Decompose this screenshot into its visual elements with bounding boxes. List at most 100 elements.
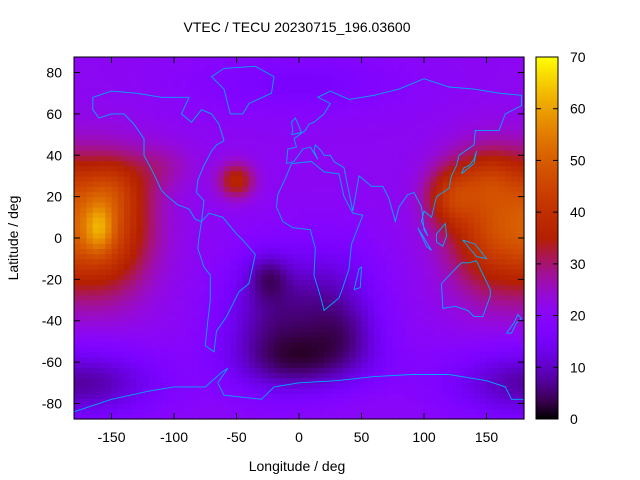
heatmap-cell: [111, 144, 119, 151]
heatmap-cell: [167, 144, 175, 151]
heatmap-cell: [305, 150, 313, 156]
heatmap-cell: [111, 160, 119, 167]
heatmap-cell: [230, 62, 238, 68]
heatmap-cell: [74, 274, 81, 280]
heatmap-cell: [517, 393, 525, 399]
heatmap-cell: [511, 119, 519, 125]
heatmap-cell: [124, 124, 131, 130]
heatmap-cell: [261, 108, 269, 115]
heatmap-cell: [499, 201, 506, 208]
heatmap-cell: [417, 336, 425, 343]
heatmap-cell: [355, 341, 363, 348]
heatmap-cell: [480, 191, 488, 198]
heatmap-cell: [236, 341, 244, 348]
heatmap-cell: [124, 88, 131, 94]
heatmap-cell: [474, 82, 481, 89]
heatmap-cell: [411, 181, 419, 187]
heatmap-cell: [292, 82, 300, 89]
heatmap-cell: [480, 294, 488, 301]
heatmap-cell: [111, 356, 119, 363]
heatmap-cell: [424, 88, 431, 94]
heatmap-cell: [449, 248, 456, 255]
heatmap-cell: [367, 300, 375, 306]
heatmap-cell: [136, 294, 144, 301]
heatmap-cell: [86, 170, 94, 177]
heatmap-cell: [486, 222, 494, 229]
heatmap-cell: [136, 88, 144, 94]
heatmap-cell: [505, 98, 513, 105]
heatmap-cell: [267, 346, 275, 353]
heatmap-cell: [224, 377, 231, 384]
heatmap-cell: [380, 181, 388, 187]
heatmap-cell: [342, 206, 350, 213]
heatmap-cell: [299, 413, 306, 420]
heatmap-cell: [80, 93, 88, 99]
heatmap-cell: [461, 113, 469, 120]
heatmap-cell: [86, 144, 94, 151]
heatmap-cell: [205, 320, 213, 327]
heatmap-cell: [355, 372, 363, 379]
heatmap-cell: [236, 274, 244, 280]
heatmap-cell: [386, 408, 394, 415]
heatmap-cell: [330, 201, 338, 208]
heatmap-cell: [274, 201, 281, 208]
heatmap-cell: [249, 212, 256, 218]
heatmap-cell: [492, 93, 500, 99]
heatmap-cell: [186, 243, 194, 249]
heatmap-cell: [305, 398, 313, 405]
heatmap-cell: [74, 279, 81, 286]
heatmap-cell: [467, 113, 475, 120]
heatmap-cell: [430, 284, 438, 291]
heatmap-cell: [474, 72, 481, 79]
heatmap-cell: [242, 346, 250, 353]
heatmap-cell: [267, 175, 275, 182]
heatmap-cell: [161, 413, 169, 420]
heatmap-cell: [205, 372, 213, 379]
heatmap-cell: [186, 134, 194, 141]
heatmap-cell: [336, 398, 344, 405]
heatmap-cell: [474, 222, 481, 229]
heatmap-cell: [224, 72, 231, 79]
heatmap-cell: [505, 408, 513, 415]
heatmap-cell: [442, 98, 450, 105]
heatmap-cell: [117, 150, 125, 156]
heatmap-cell: [324, 284, 331, 291]
heatmap-cell: [411, 382, 419, 389]
heatmap-cell: [186, 196, 194, 203]
heatmap-cell: [274, 238, 281, 244]
heatmap-cell: [330, 356, 338, 363]
heatmap-cell: [167, 269, 175, 275]
heatmap-cell: [355, 367, 363, 374]
heatmap-cell: [180, 408, 188, 415]
heatmap-cell: [180, 119, 188, 125]
heatmap-cell: [467, 181, 475, 187]
heatmap-cell: [467, 98, 475, 105]
heatmap-cell: [430, 356, 438, 363]
heatmap-cell: [330, 393, 338, 399]
heatmap-cell: [80, 129, 88, 136]
heatmap-cell: [86, 150, 94, 156]
heatmap-cell: [274, 150, 281, 156]
heatmap-cell: [486, 119, 494, 125]
heatmap-cell: [474, 398, 481, 405]
heatmap-cell: [230, 196, 238, 203]
heatmap-cell: [349, 196, 356, 203]
heatmap-cell: [499, 212, 506, 218]
heatmap-cell: [505, 139, 513, 146]
heatmap-cell: [399, 300, 406, 306]
heatmap-cell: [192, 393, 200, 399]
heatmap-cell: [161, 160, 169, 167]
heatmap-cell: [417, 119, 425, 125]
heatmap-cell: [461, 356, 469, 363]
heatmap-cell: [305, 124, 313, 130]
heatmap-cell: [274, 367, 281, 374]
heatmap-cell: [505, 129, 513, 136]
heatmap-cell: [499, 88, 506, 94]
heatmap-cell: [467, 155, 475, 162]
heatmap-cell: [355, 139, 363, 146]
heatmap-cell: [99, 258, 106, 265]
heatmap-cell: [205, 300, 213, 306]
heatmap-cell: [186, 331, 194, 337]
heatmap-cell: [86, 67, 94, 74]
heatmap-cell: [392, 206, 400, 213]
